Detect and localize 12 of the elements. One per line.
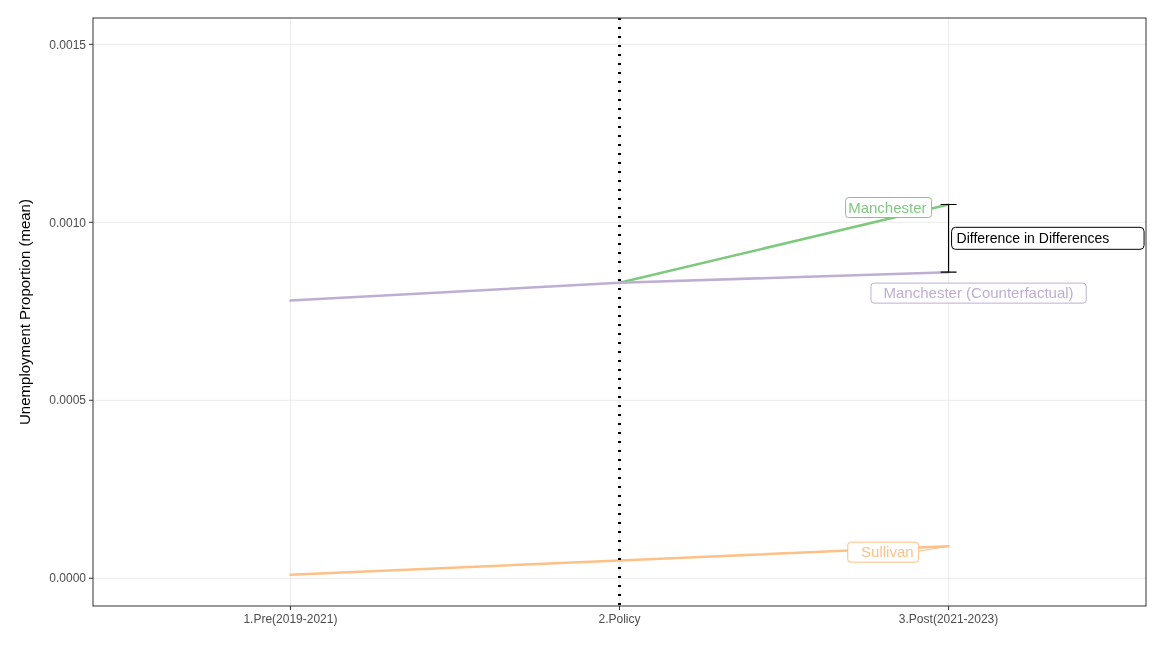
y-tick-label: 0.0000 bbox=[49, 571, 87, 586]
y-tick-label: 0.0015 bbox=[49, 37, 87, 52]
annotation: Difference in Differences bbox=[956, 230, 1110, 247]
series-label: Manchester (Counterfactual) bbox=[883, 284, 1074, 302]
series-label: Manchester bbox=[848, 198, 927, 216]
y-tick-label: 0.0005 bbox=[49, 393, 87, 408]
legend-label: Sullivan bbox=[861, 543, 914, 561]
y-axis-title: Unemployment Proportion (mean) bbox=[16, 199, 33, 425]
y-tick-label: 0.0010 bbox=[49, 215, 87, 230]
x-tick-label: 2.Policy bbox=[598, 612, 641, 626]
x-tick-label: 1.Pre(2019-2021) bbox=[243, 612, 338, 626]
x-tick-label: 3.Post(2021-2023) bbox=[898, 612, 999, 626]
